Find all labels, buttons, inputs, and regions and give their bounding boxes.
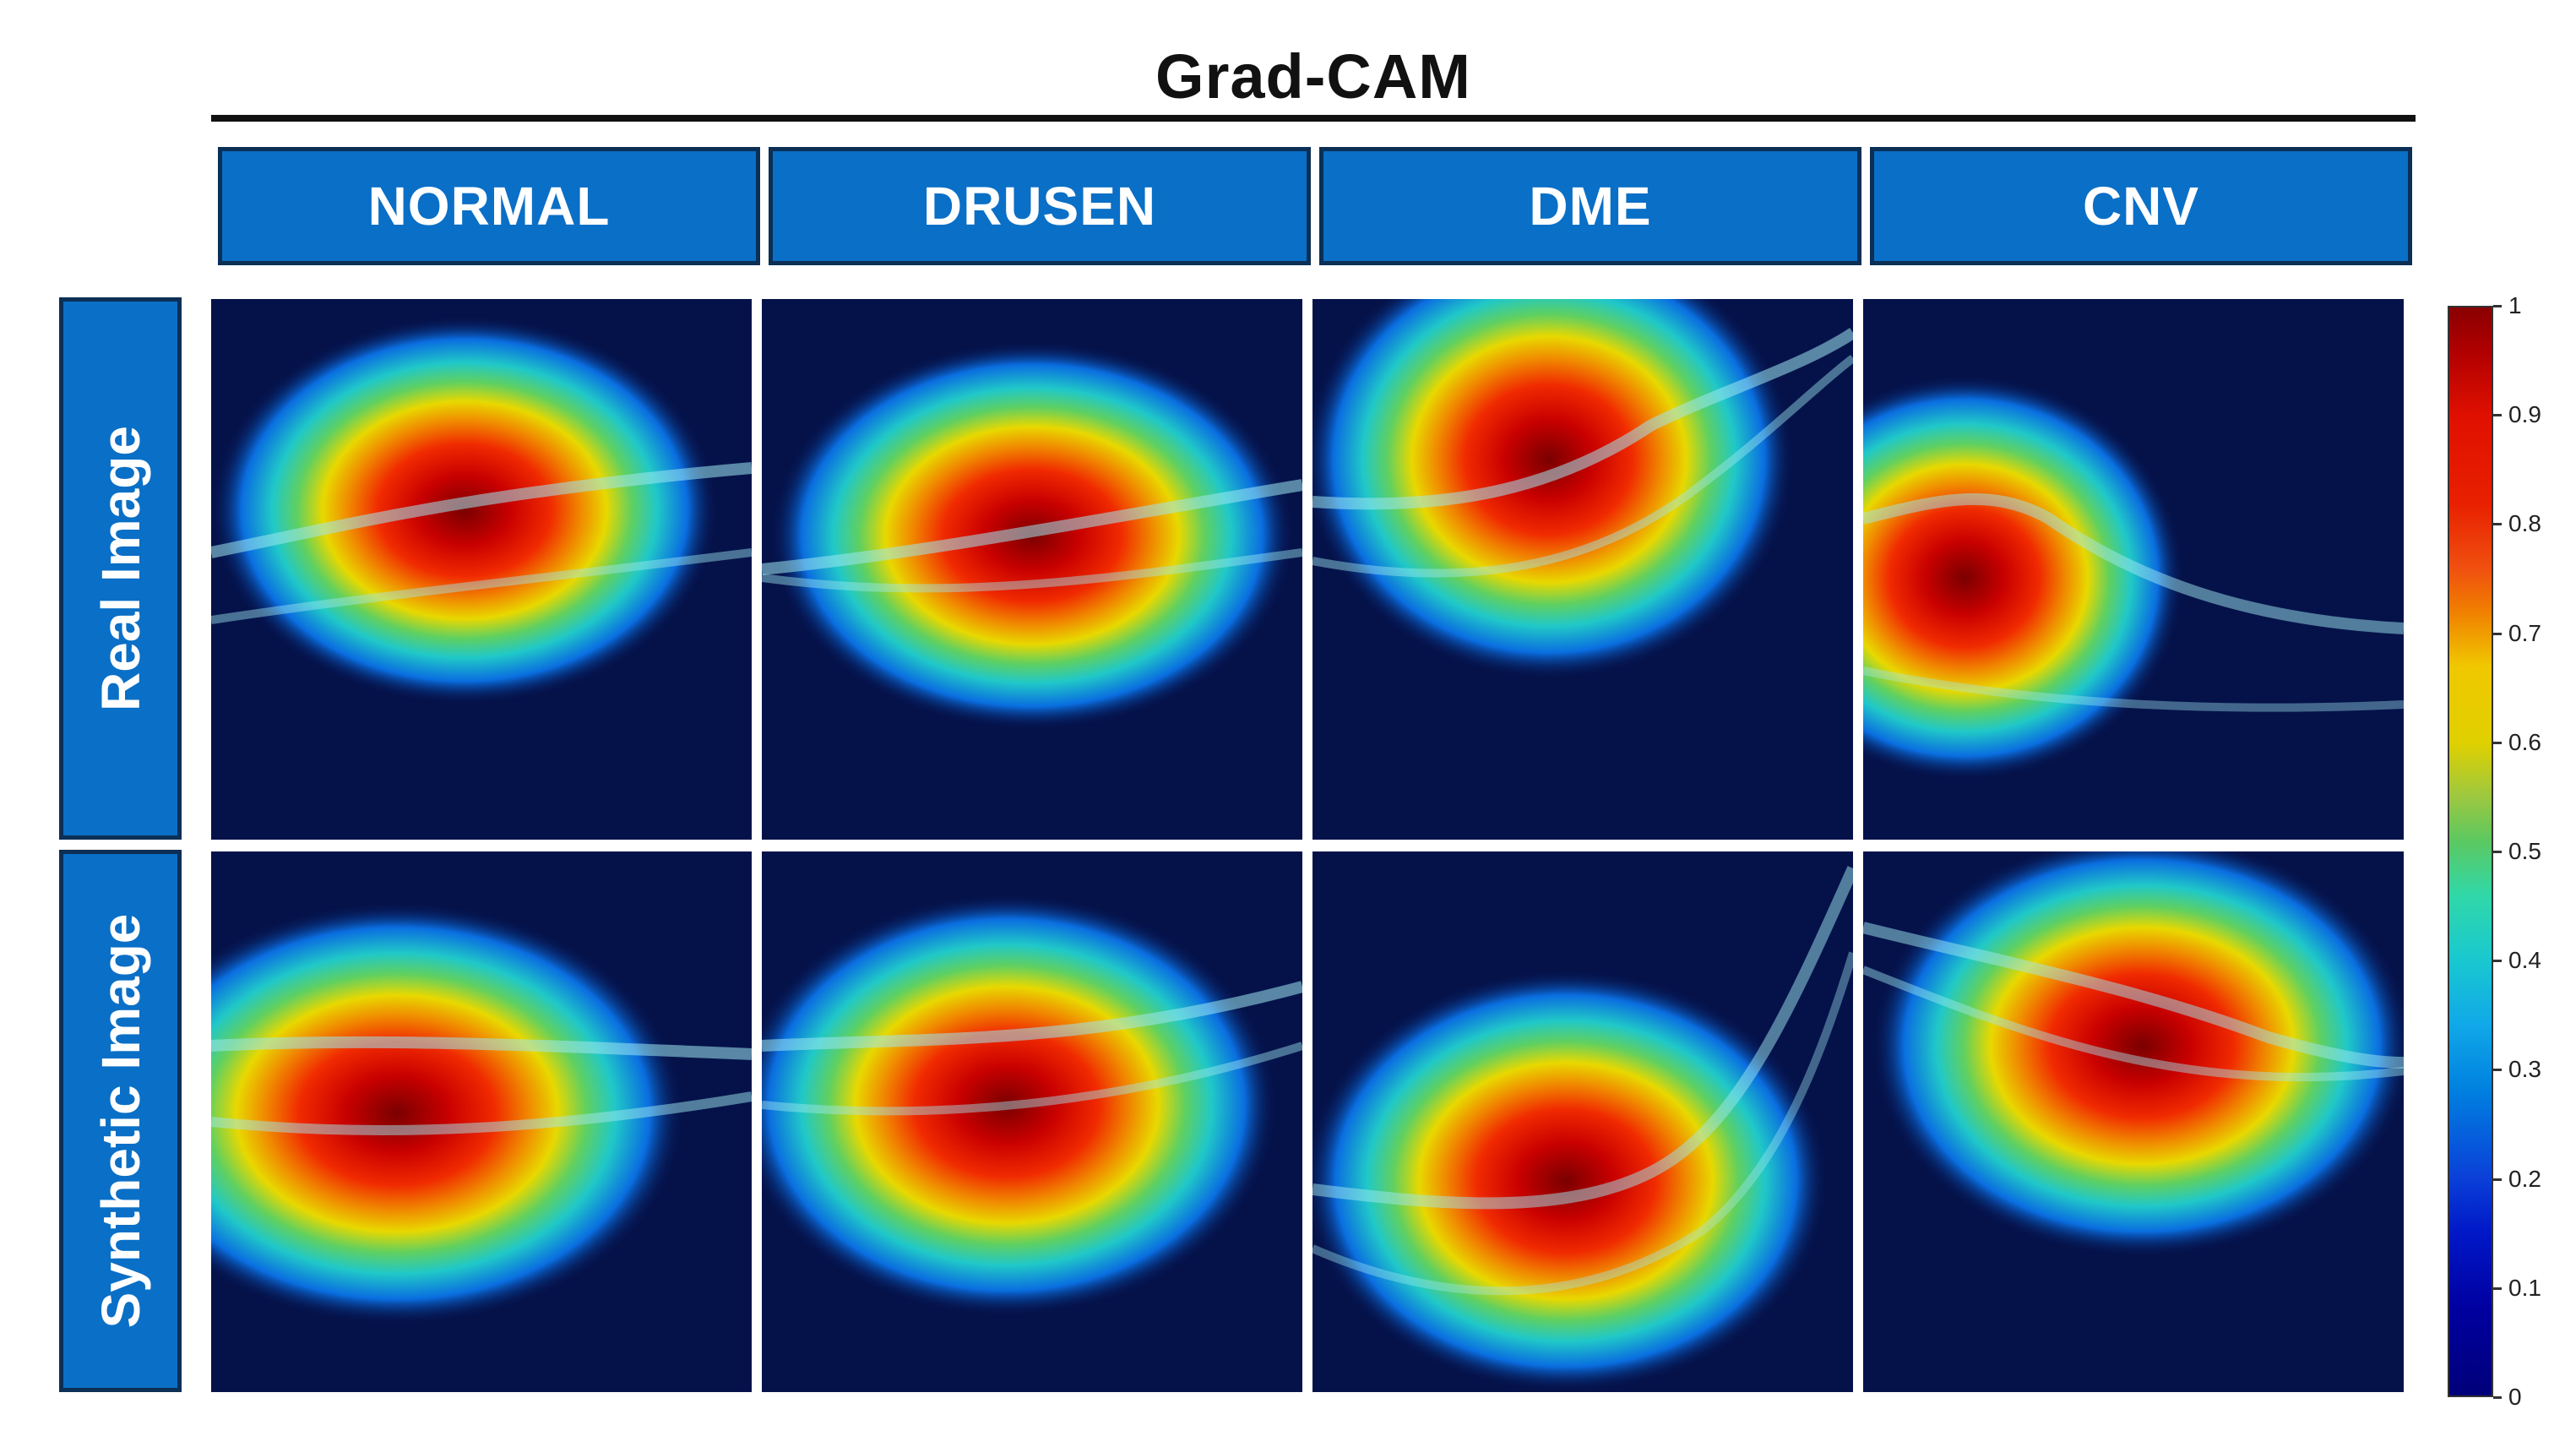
figure-title: Grad-CAM [1155, 41, 1471, 112]
heatmap-image [211, 851, 752, 1392]
panel-real-cnv [1863, 299, 2404, 840]
colorbar-tick [2493, 523, 2502, 526]
panel-synthetic-dme [1312, 851, 1853, 1392]
colorbar-tick [2493, 960, 2502, 963]
colorbar-tick-label: 0.2 [2508, 1165, 2541, 1192]
colorbar-tick-label: 0.1 [2508, 1274, 2541, 1301]
column-header-dme: DME [1319, 147, 1861, 265]
colorbar-tick-label: 0.7 [2508, 619, 2541, 646]
row-header-real-image: Real Image [59, 297, 182, 840]
colorbar-tick-label: 1 [2508, 292, 2522, 318]
title-rule [211, 115, 2416, 122]
colorbar-tick-label: 0.3 [2508, 1056, 2541, 1083]
colorbar-tick-label: 0 [2508, 1384, 2522, 1410]
colorbar-tick-label: 0.8 [2508, 510, 2541, 537]
heatmap-image [1863, 851, 2404, 1392]
colorbar-tick-label: 0.9 [2508, 401, 2541, 428]
heatmap-image [211, 299, 752, 840]
colorbar-tick-label: 0.6 [2508, 728, 2541, 755]
panel-synthetic-normal [211, 851, 752, 1392]
panel-synthetic-drusen [762, 851, 1302, 1392]
colorbar-tick [2493, 305, 2502, 307]
panel-real-normal [211, 299, 752, 840]
row-header-synthetic-image: Synthetic Image [59, 850, 182, 1392]
column-header-label: DME [1529, 176, 1652, 237]
panel-real-dme [1312, 299, 1853, 840]
colorbar-tick [2493, 1396, 2502, 1399]
colorbar-tick [2493, 1069, 2502, 1072]
panel-real-drusen [762, 299, 1302, 840]
colorbar-tick [2493, 1287, 2502, 1290]
heatmap-image [1312, 299, 1853, 840]
colorbar-tick [2493, 414, 2502, 417]
colorbar-tick [2493, 1178, 2502, 1181]
row-header-label: Synthetic Image [90, 913, 151, 1329]
colorbar-tick-label: 0.4 [2508, 947, 2541, 974]
heatmap-image [762, 851, 1302, 1392]
heatmap-image [1863, 299, 2404, 840]
column-header-label: CNV [2082, 176, 2200, 237]
colorbar [2448, 306, 2493, 1397]
column-header-normal: NORMAL [218, 147, 760, 265]
column-header-label: DRUSEN [922, 176, 1157, 237]
column-header-label: NORMAL [367, 176, 611, 237]
panel-synthetic-cnv [1863, 851, 2404, 1392]
column-header-cnv: CNV [1870, 147, 2412, 265]
column-header-drusen: DRUSEN [769, 147, 1311, 265]
row-header-label: Real Image [90, 426, 151, 711]
heatmap-image [1312, 851, 1853, 1392]
colorbar-tick [2493, 851, 2502, 853]
colorbar-tick-label: 0.5 [2508, 838, 2541, 864]
heatmap-image [762, 299, 1302, 840]
colorbar-tick [2493, 632, 2502, 635]
colorbar-tick [2493, 741, 2502, 744]
